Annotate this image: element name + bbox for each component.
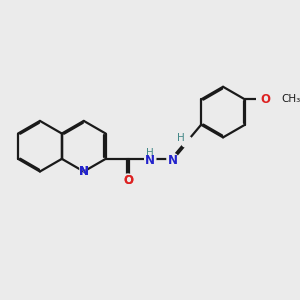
Text: N: N [79,165,89,178]
Text: H: H [146,148,154,158]
Circle shape [167,153,178,164]
Text: N: N [167,154,178,166]
Circle shape [145,153,156,164]
Text: N: N [78,165,89,178]
Circle shape [181,136,192,147]
Text: H: H [177,133,185,143]
Text: O: O [123,174,133,188]
Text: N: N [145,154,155,166]
Circle shape [260,94,271,105]
Text: CH₃: CH₃ [281,94,300,104]
Text: N: N [79,165,89,178]
Text: O: O [123,174,133,188]
Circle shape [122,174,134,185]
Text: O: O [261,93,271,106]
